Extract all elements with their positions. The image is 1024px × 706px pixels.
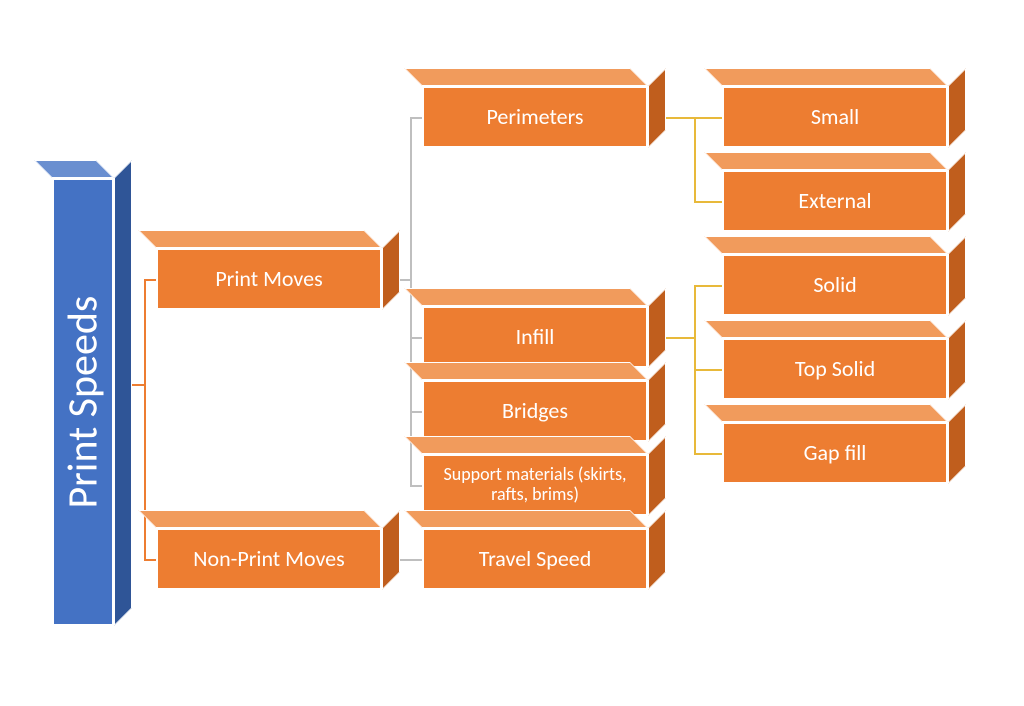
node-print-moves-label: Print Moves — [215, 267, 322, 291]
node-perimeters-top-face — [404, 68, 648, 86]
node-print-speeds-top-face — [34, 160, 114, 178]
node-support-materials-right-face — [648, 436, 666, 516]
node-non-print-moves: Non-Print Moves — [156, 510, 400, 590]
connector-segment — [694, 369, 722, 371]
node-bridges-top-face — [404, 362, 648, 380]
connector-segment — [410, 559, 422, 561]
node-topsolid: Top Solid — [722, 320, 966, 400]
node-gapfill-right-face — [948, 404, 966, 484]
node-solid-right-face — [948, 236, 966, 316]
node-non-print-moves-front-face: Non-Print Moves — [156, 528, 382, 590]
node-gapfill-front-face: Gap fill — [722, 422, 948, 484]
connector-segment — [694, 201, 722, 203]
diagram-canvas: Print Speeds Print Moves Non-Print Moves Pe… — [0, 0, 1024, 706]
node-small-label: Small — [811, 105, 859, 129]
node-support-materials-front-face: Support materials (skirts, rafts, brims) — [422, 454, 648, 516]
node-external-front-face: External — [722, 170, 948, 232]
node-non-print-moves-right-face — [382, 510, 400, 590]
connector-segment — [666, 117, 694, 119]
connector-segment — [400, 559, 410, 561]
node-travel-speed-top-face — [404, 510, 648, 528]
node-gapfill-label: Gap fill — [804, 441, 867, 465]
node-print-moves-front-face: Print Moves — [156, 248, 382, 310]
connector-segment — [400, 279, 410, 281]
node-print-moves-right-face — [382, 230, 400, 310]
connector-segment — [694, 117, 722, 119]
node-bridges: Bridges — [422, 362, 666, 442]
connector-segment — [144, 559, 156, 561]
node-external-label: External — [798, 189, 871, 213]
node-topsolid-right-face — [948, 320, 966, 400]
node-small-top-face — [704, 68, 948, 86]
node-travel-speed-front-face: Travel Speed — [422, 528, 648, 590]
node-gapfill-top-face — [704, 404, 948, 422]
node-non-print-moves-top-face — [138, 510, 382, 528]
connector-segment — [694, 117, 696, 201]
node-external: External — [722, 152, 966, 232]
node-print-speeds-right-face — [114, 160, 132, 626]
node-infill-right-face — [648, 288, 666, 368]
node-travel-speed-label: Travel Speed — [479, 547, 592, 571]
node-solid: Solid — [722, 236, 966, 316]
node-solid-front-face: Solid — [722, 254, 948, 316]
node-external-top-face — [704, 152, 948, 170]
node-print-speeds: Print Speeds — [52, 160, 132, 626]
node-print-moves-top-face — [138, 230, 382, 248]
connector-segment — [144, 279, 156, 281]
connector-segment — [410, 485, 422, 487]
node-print-moves: Print Moves — [156, 230, 400, 310]
node-gapfill: Gap fill — [722, 404, 966, 484]
connector-segment — [132, 384, 144, 386]
connector-segment — [666, 337, 694, 339]
node-travel-speed: Travel Speed — [422, 510, 666, 590]
node-solid-top-face — [704, 236, 948, 254]
connector-segment — [694, 285, 722, 287]
connector-segment — [410, 117, 422, 119]
connector-segment — [410, 117, 412, 485]
node-perimeters-label: Perimeters — [487, 105, 584, 129]
node-bridges-front-face: Bridges — [422, 380, 648, 442]
node-non-print-moves-label: Non-Print Moves — [193, 547, 344, 571]
node-topsolid-top-face — [704, 320, 948, 338]
node-support-materials: Support materials (skirts, rafts, brims) — [422, 436, 666, 516]
node-perimeters-right-face — [648, 68, 666, 148]
node-infill-label: Infill — [516, 325, 555, 349]
node-perimeters-front-face: Perimeters — [422, 86, 648, 148]
node-print-speeds-label: Print Speeds — [60, 296, 106, 509]
connector-segment — [410, 411, 422, 413]
connector-segment — [694, 453, 722, 455]
node-perimeters: Perimeters — [422, 68, 666, 148]
node-print-speeds-front-face: Print Speeds — [52, 178, 114, 626]
node-small: Small — [722, 68, 966, 148]
node-small-right-face — [948, 68, 966, 148]
node-infill-top-face — [404, 288, 648, 306]
node-support-materials-label: Support materials (skirts, rafts, brims) — [432, 465, 638, 505]
node-support-materials-top-face — [404, 436, 648, 454]
node-topsolid-front-face: Top Solid — [722, 338, 948, 400]
node-bridges-label: Bridges — [502, 399, 568, 423]
connector-segment — [410, 337, 422, 339]
node-solid-label: Solid — [813, 273, 856, 297]
node-travel-speed-right-face — [648, 510, 666, 590]
node-small-front-face: Small — [722, 86, 948, 148]
node-infill: Infill — [422, 288, 666, 368]
node-external-right-face — [948, 152, 966, 232]
node-topsolid-label: Top Solid — [795, 357, 875, 381]
node-infill-front-face: Infill — [422, 306, 648, 368]
node-bridges-right-face — [648, 362, 666, 442]
